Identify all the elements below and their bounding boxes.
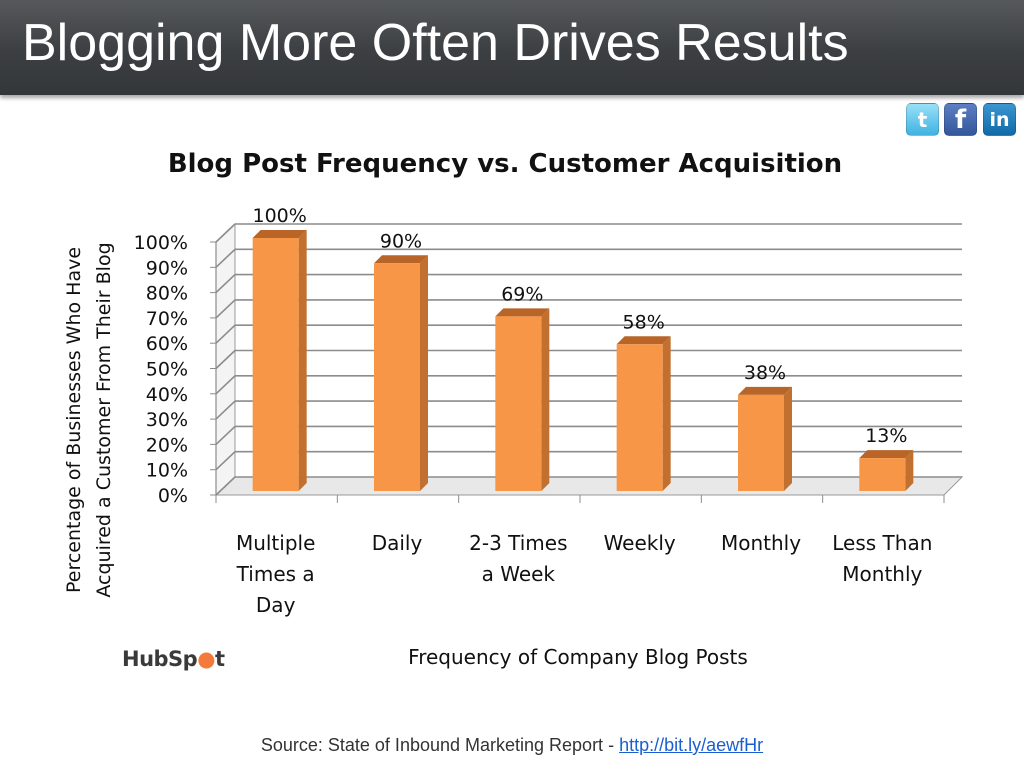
- data-label: 100%: [253, 205, 307, 227]
- y-tick-label: 90%: [146, 257, 188, 279]
- x-tick-label: Daily: [372, 531, 423, 555]
- y-tick-label: 60%: [146, 333, 188, 355]
- x-axis-title: Frequency of Company Blog Posts: [408, 645, 748, 669]
- x-tick-label: Multiple: [236, 531, 315, 555]
- y-tick-label: 50%: [146, 359, 188, 381]
- data-label: 13%: [865, 425, 907, 447]
- x-tick-label: Monthly: [842, 562, 922, 586]
- data-label: 69%: [501, 283, 543, 305]
- bar: [374, 263, 420, 491]
- chart-title: Blog Post Frequency vs. Customer Acquisi…: [168, 149, 842, 179]
- hubspot-sprocket-icon: ●: [197, 647, 216, 671]
- y-tick-label: 20%: [146, 434, 188, 456]
- gridline-diagonal: [215, 451, 236, 471]
- facebook-icon[interactable]: f: [944, 103, 977, 136]
- y-tick-label: 80%: [146, 283, 188, 305]
- source-link[interactable]: http://bit.ly/aewfHr: [619, 735, 764, 755]
- x-tick-label: Times a: [236, 562, 315, 586]
- source-line: Source: State of Inbound Marketing Repor…: [0, 735, 1024, 756]
- x-tick-label: 2-3 Times: [469, 531, 567, 555]
- x-tick-label: Day: [256, 593, 296, 617]
- data-label: 58%: [623, 311, 665, 333]
- y-tick-label: 30%: [146, 409, 188, 431]
- y-tick-label: 10%: [146, 460, 188, 482]
- y-axis-title: Percentage of Businesses Who Have: [63, 247, 85, 593]
- y-tick-label: 70%: [146, 308, 188, 330]
- bar-top: [616, 336, 671, 345]
- hubspot-logo-text: HubSp: [122, 647, 198, 671]
- gridline-diagonal: [215, 476, 236, 496]
- bar: [738, 394, 784, 491]
- bar-side: [905, 450, 914, 491]
- gridline-diagonal: [215, 274, 236, 294]
- hubspot-logo-text-end: t: [215, 647, 225, 671]
- bar-top: [374, 255, 428, 264]
- bar-top: [859, 450, 914, 459]
- gridline-diagonal: [215, 400, 236, 420]
- source-text: Source: State of Inbound Marketing Repor…: [260, 735, 620, 755]
- bar-chart: Blog Post Frequency vs. Customer Acquisi…: [63, 149, 964, 669]
- x-tick-label: Less Than: [832, 531, 932, 555]
- x-tick-label: Monthly: [721, 531, 801, 555]
- bar: [616, 344, 663, 491]
- gridline-diagonal: [215, 299, 236, 319]
- gridline-diagonal: [215, 425, 236, 445]
- hubspot-logo: HubSp●t: [122, 647, 225, 671]
- bar: [859, 458, 906, 491]
- y-tick-label: 40%: [146, 384, 188, 406]
- bar-side: [541, 308, 550, 491]
- chart-floor: [214, 476, 964, 496]
- bar-side: [420, 255, 428, 491]
- twitter-icon[interactable]: t: [906, 103, 939, 136]
- bar-top: [495, 308, 550, 317]
- data-label: 38%: [744, 362, 786, 384]
- gridline-diagonal: [215, 248, 236, 268]
- linkedin-icon[interactable]: in: [983, 103, 1016, 136]
- gridline-diagonal: [215, 349, 236, 370]
- y-tick-label: 0%: [158, 485, 188, 507]
- bar-side: [298, 230, 307, 491]
- bar-side: [662, 336, 671, 491]
- bar-top: [738, 386, 792, 395]
- gridline-diagonal: [215, 223, 236, 243]
- x-tick-label: a Week: [482, 562, 556, 586]
- x-tick-label: Weekly: [604, 531, 676, 555]
- bar: [495, 316, 542, 491]
- y-tick-label: 100%: [134, 232, 188, 254]
- bar: [252, 238, 299, 491]
- data-label: 90%: [380, 230, 422, 252]
- slide-title: Blogging More Often Drives Results: [22, 14, 849, 72]
- title-bar: Blogging More Often Drives Results: [0, 0, 1024, 95]
- gridline-diagonal: [215, 324, 236, 344]
- gridline-diagonal: [215, 375, 236, 395]
- bar-top: [252, 230, 307, 238]
- bar-side: [784, 386, 792, 491]
- y-axis-title: Acquired a Customer From Their Blog: [93, 242, 115, 597]
